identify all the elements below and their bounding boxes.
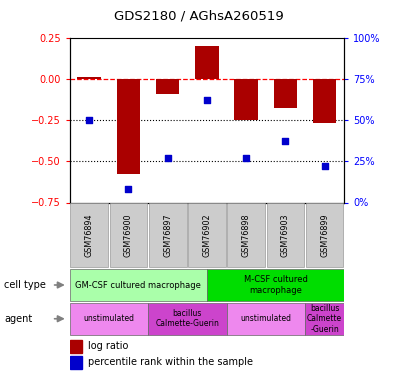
Bar: [313, 79, 336, 123]
Text: GSM76899: GSM76899: [320, 213, 329, 257]
Bar: [156, 79, 179, 94]
Point: [322, 163, 328, 169]
Text: percentile rank within the sample: percentile rank within the sample: [88, 357, 252, 368]
Text: agent: agent: [4, 314, 32, 324]
Bar: [78, 77, 101, 79]
Text: GM-CSF cultured macrophage: GM-CSF cultured macrophage: [75, 280, 201, 290]
Bar: [274, 79, 297, 108]
Bar: [227, 203, 265, 267]
Text: GSM76894: GSM76894: [85, 214, 94, 257]
Text: bacillus
Calmette-Guerin: bacillus Calmette-Guerin: [155, 309, 219, 328]
Point: [164, 155, 171, 161]
Bar: [149, 203, 187, 267]
Bar: [117, 79, 140, 174]
Point: [86, 117, 92, 123]
Text: unstimulated: unstimulated: [240, 314, 291, 323]
Text: GDS2180 / AGhsA260519: GDS2180 / AGhsA260519: [114, 9, 284, 22]
Text: GSM76898: GSM76898: [242, 214, 251, 257]
Bar: [267, 203, 304, 267]
Point: [204, 97, 210, 103]
Bar: [226, 303, 305, 335]
Bar: [70, 203, 108, 267]
Text: unstimulated: unstimulated: [84, 314, 135, 323]
Point: [125, 186, 132, 192]
Point: [282, 138, 289, 144]
Bar: [70, 340, 82, 352]
Text: cell type: cell type: [4, 280, 46, 290]
Text: log ratio: log ratio: [88, 341, 128, 351]
Text: GSM76903: GSM76903: [281, 214, 290, 257]
Text: GSM76900: GSM76900: [124, 214, 133, 257]
Bar: [110, 203, 147, 267]
Bar: [234, 79, 258, 120]
Bar: [188, 203, 226, 267]
Bar: [70, 303, 148, 335]
Text: M-CSF cultured
macrophage: M-CSF cultured macrophage: [244, 275, 308, 295]
Text: GSM76897: GSM76897: [163, 213, 172, 257]
Text: bacillus
Calmette
-Guerin: bacillus Calmette -Guerin: [307, 304, 342, 334]
Point: [243, 155, 250, 161]
Bar: [306, 203, 343, 267]
Bar: [70, 269, 207, 301]
Text: GSM76902: GSM76902: [203, 213, 211, 257]
Bar: [207, 269, 344, 301]
Bar: [70, 356, 82, 369]
Bar: [148, 303, 226, 335]
Bar: [195, 46, 219, 79]
Bar: [305, 303, 344, 335]
